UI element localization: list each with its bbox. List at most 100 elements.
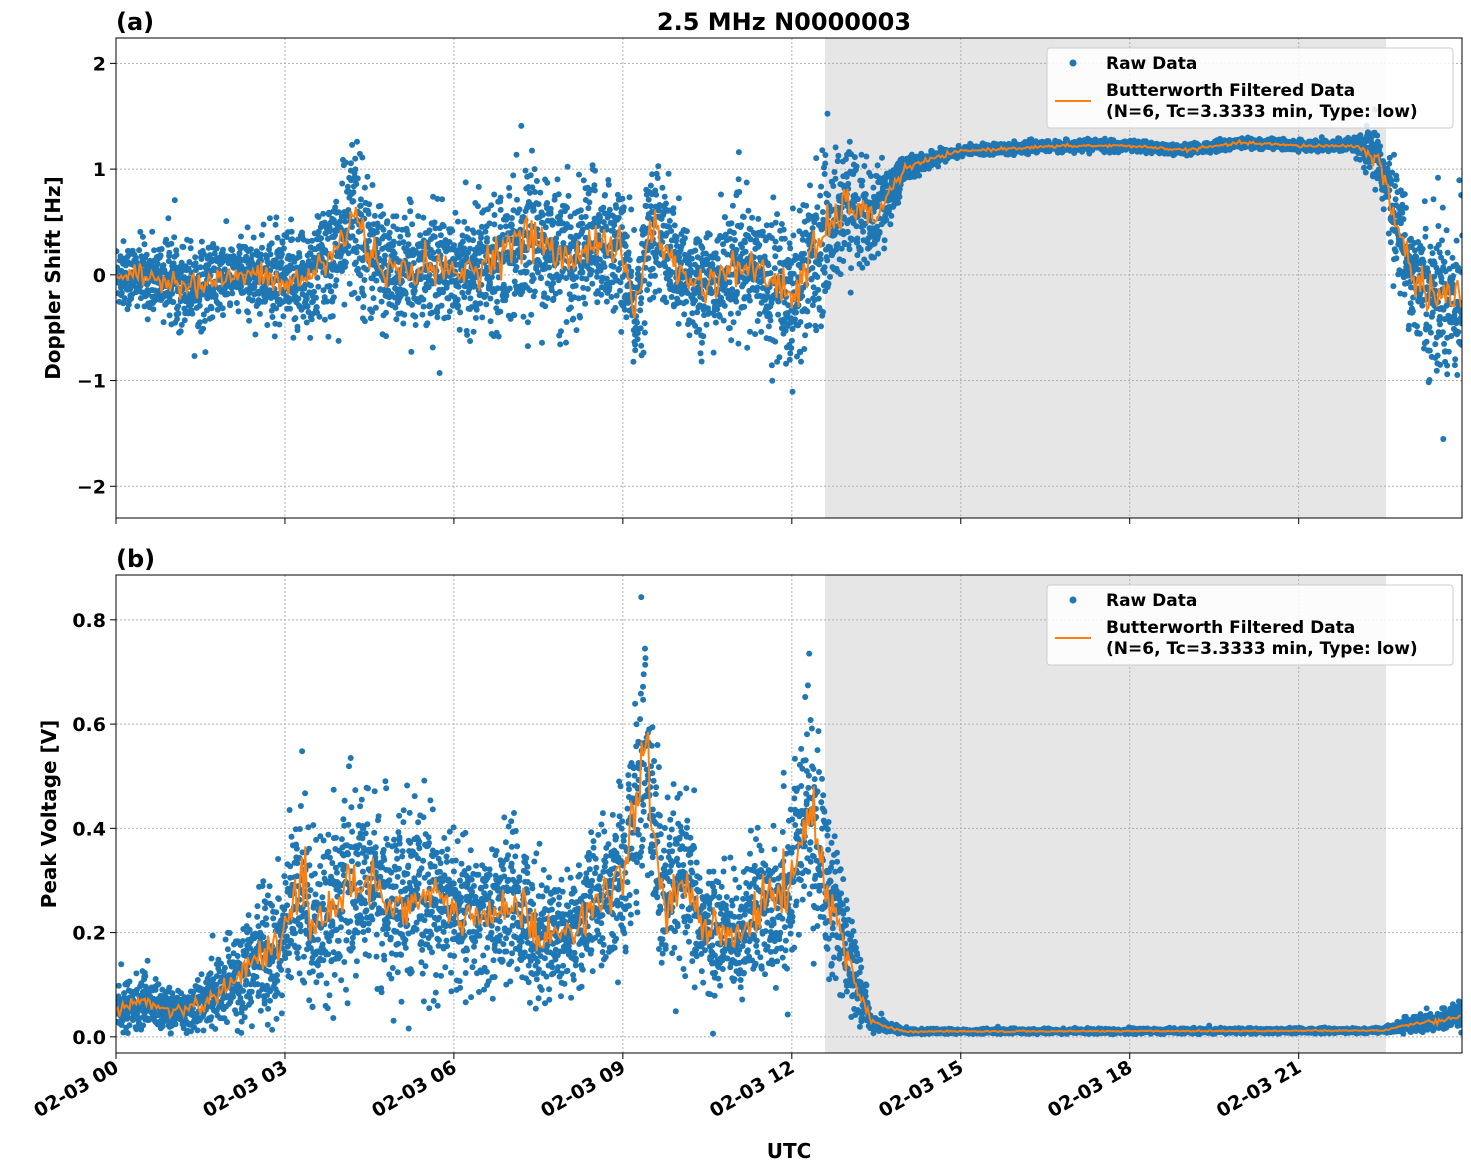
raw-data-point bbox=[451, 242, 458, 249]
raw-data-point bbox=[524, 319, 531, 326]
raw-data-point bbox=[729, 202, 736, 209]
raw-data-point bbox=[154, 261, 161, 267]
raw-data-point bbox=[449, 227, 456, 234]
raw-data-point bbox=[409, 221, 416, 228]
raw-data-point bbox=[754, 284, 761, 291]
raw-data-point bbox=[201, 317, 208, 324]
raw-data-point bbox=[564, 204, 570, 211]
raw-data-point bbox=[803, 202, 810, 209]
raw-data-point bbox=[770, 194, 777, 201]
raw-data-point bbox=[491, 212, 498, 218]
raw-data-point bbox=[180, 244, 187, 250]
raw-data-point bbox=[224, 290, 231, 297]
raw-data-point bbox=[393, 213, 400, 220]
raw-data-point bbox=[738, 222, 745, 229]
raw-data-point bbox=[588, 267, 595, 274]
raw-data-point bbox=[579, 220, 586, 227]
raw-data-point bbox=[774, 211, 781, 218]
raw-data-point bbox=[149, 228, 156, 235]
raw-data-point bbox=[637, 307, 644, 314]
raw-data-point bbox=[612, 304, 619, 311]
raw-data-point bbox=[661, 193, 668, 200]
raw-data-point bbox=[139, 233, 146, 240]
raw-data-point bbox=[508, 215, 515, 221]
raw-data-point bbox=[125, 301, 132, 308]
raw-data-point bbox=[675, 195, 682, 202]
raw-data-point bbox=[326, 283, 333, 289]
raw-data-point bbox=[267, 251, 274, 258]
y-tick-label: −1 bbox=[77, 371, 106, 393]
raw-data-point bbox=[595, 262, 602, 269]
raw-data-point bbox=[896, 193, 903, 200]
raw-data-point bbox=[478, 223, 485, 230]
raw-data-point bbox=[570, 315, 577, 322]
raw-data-point bbox=[822, 152, 829, 158]
raw-data-point bbox=[617, 279, 624, 286]
raw-data-point bbox=[603, 298, 610, 305]
raw-data-point bbox=[881, 245, 888, 252]
raw-data-point bbox=[744, 344, 751, 351]
raw-data-point bbox=[818, 323, 824, 330]
raw-data-point bbox=[634, 319, 640, 326]
raw-data-point bbox=[558, 328, 564, 335]
raw-data-point bbox=[181, 317, 188, 324]
raw-data-point bbox=[853, 163, 860, 170]
raw-data-point bbox=[384, 218, 391, 225]
raw-data-point bbox=[802, 332, 809, 339]
raw-data-point bbox=[528, 311, 535, 318]
raw-data-point bbox=[575, 295, 582, 302]
raw-data-point bbox=[544, 295, 551, 302]
raw-data-point bbox=[555, 191, 562, 198]
raw-data-point bbox=[796, 207, 803, 214]
raw-data-point bbox=[646, 281, 653, 288]
raw-data-point bbox=[699, 339, 705, 346]
raw-data-point bbox=[223, 218, 230, 225]
raw-data-point bbox=[859, 264, 866, 271]
raw-data-point bbox=[553, 240, 560, 247]
raw-data-point bbox=[835, 152, 842, 159]
raw-data-point bbox=[188, 301, 195, 308]
raw-data-point bbox=[313, 304, 320, 311]
raw-data-point bbox=[434, 309, 441, 316]
raw-data-point bbox=[609, 279, 616, 286]
raw-data-point bbox=[631, 227, 638, 233]
raw-data-point bbox=[618, 328, 625, 335]
raw-data-point bbox=[863, 153, 870, 160]
raw-data-point bbox=[622, 243, 629, 249]
raw-data-point bbox=[641, 329, 648, 336]
raw-data-point bbox=[392, 304, 399, 311]
raw-data-point bbox=[378, 298, 385, 305]
raw-data-point bbox=[308, 316, 315, 323]
raw-data-point bbox=[187, 245, 194, 252]
raw-data-point bbox=[328, 288, 335, 295]
raw-data-point bbox=[292, 287, 299, 294]
raw-data-point bbox=[174, 316, 181, 322]
raw-data-point bbox=[382, 252, 388, 259]
raw-data-point bbox=[688, 255, 695, 262]
raw-data-point bbox=[776, 245, 783, 252]
raw-data-point bbox=[472, 315, 479, 321]
raw-data-point bbox=[821, 269, 828, 276]
raw-data-point bbox=[721, 302, 728, 309]
raw-data-point bbox=[337, 253, 344, 260]
raw-data-point bbox=[304, 303, 311, 310]
raw-data-point bbox=[679, 274, 686, 281]
raw-data-point bbox=[600, 204, 607, 211]
raw-data-point bbox=[644, 287, 651, 293]
raw-data-point bbox=[333, 198, 340, 205]
raw-data-point bbox=[710, 349, 717, 356]
raw-data-point bbox=[653, 191, 660, 198]
raw-data-point bbox=[307, 250, 314, 257]
raw-data-point bbox=[478, 234, 484, 241]
raw-data-point bbox=[686, 332, 693, 339]
raw-data-point bbox=[339, 268, 345, 274]
raw-data-point bbox=[405, 241, 412, 248]
raw-data-point bbox=[288, 216, 295, 223]
raw-data-point bbox=[227, 302, 234, 309]
raw-data-point bbox=[209, 314, 216, 321]
raw-data-point bbox=[602, 192, 608, 198]
raw-data-point bbox=[464, 225, 471, 232]
raw-data-point bbox=[634, 336, 641, 343]
raw-data-point bbox=[736, 189, 743, 195]
raw-data-point bbox=[352, 259, 359, 266]
